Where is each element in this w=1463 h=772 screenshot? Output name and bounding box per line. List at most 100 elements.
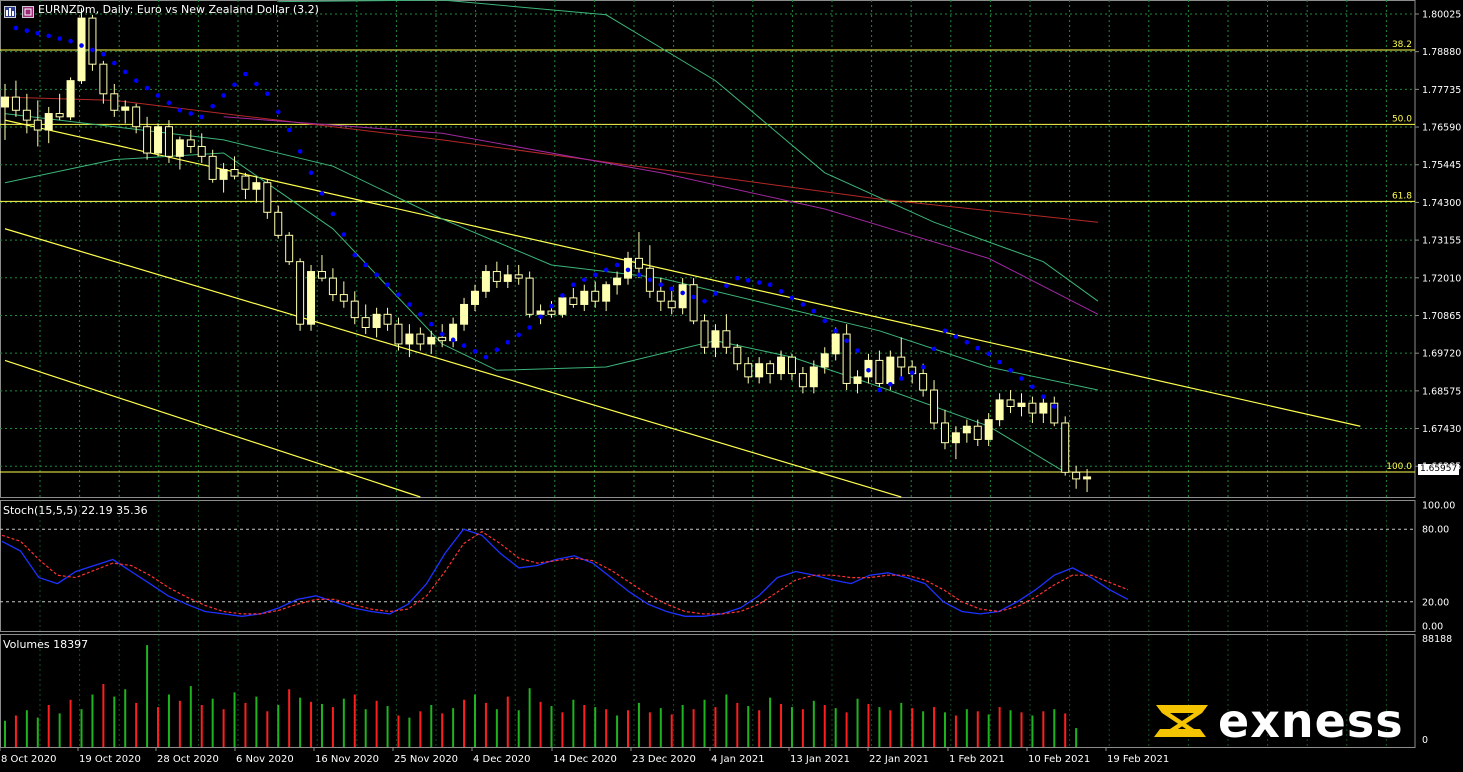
- exness-logo: exness: [1150, 698, 1404, 744]
- candle-body: [558, 297, 567, 315]
- time-tick-label: 19 Oct 2020: [79, 754, 141, 765]
- sar-dot: [997, 359, 1002, 365]
- sar-dot: [953, 334, 959, 339]
- candle-body: [11, 96, 20, 111]
- moving-average-line: [223, 116, 1099, 315]
- chart-restore-icon[interactable]: [22, 3, 34, 18]
- panel-frame: [0, 500, 1416, 632]
- sar-dot: [24, 28, 30, 33]
- candle-body: [1072, 471, 1081, 480]
- candle-body: [361, 317, 370, 328]
- sar-dot: [308, 170, 314, 176]
- candle-body: [416, 333, 425, 345]
- candle-body: [110, 93, 119, 111]
- candle-body: [121, 106, 130, 111]
- candle-body: [186, 139, 195, 147]
- sar-dot: [297, 149, 303, 154]
- stochastic-panel: [0, 528, 1415, 617]
- candle-body: [143, 126, 152, 154]
- sar-dot: [549, 303, 554, 309]
- candle-body: [995, 399, 1004, 421]
- sar-dot: [745, 278, 751, 283]
- candlesticks: [1, 8, 1092, 493]
- candle-body: [809, 366, 818, 388]
- sar-dot: [877, 387, 882, 393]
- panel-frame: [0, 0, 1416, 498]
- sar-dot: [243, 71, 248, 77]
- candle-body: [744, 363, 753, 378]
- chart-window-icon[interactable]: [4, 3, 16, 18]
- sar-dot: [144, 85, 150, 91]
- sar-dot: [232, 82, 237, 88]
- sar-dot: [581, 277, 587, 283]
- time-tick-label: 10 Feb 2021: [1028, 754, 1090, 765]
- candle-body: [711, 330, 720, 348]
- candle-body: [1050, 402, 1059, 424]
- volume-tick-label: 0: [1422, 735, 1428, 746]
- candle-body: [252, 182, 261, 190]
- candle-body: [263, 182, 272, 213]
- candle-body: [940, 422, 949, 444]
- sar-dot: [385, 282, 390, 288]
- candle-body: [984, 419, 993, 440]
- candle-body: [525, 277, 534, 315]
- candle-body: [77, 17, 86, 82]
- candle-body: [350, 300, 359, 319]
- candle-body: [164, 126, 173, 157]
- sar-dot: [560, 293, 565, 298]
- trend-line: [4, 119, 1361, 427]
- sar-dot: [975, 345, 981, 351]
- candle-body: [787, 356, 796, 375]
- sar-dot: [844, 338, 849, 343]
- sar-dot: [396, 292, 401, 297]
- candle-body: [733, 346, 742, 365]
- candle-body: [656, 290, 665, 302]
- price-tick-label: 1.77735: [1422, 85, 1461, 96]
- sar-dot: [407, 302, 412, 307]
- current-price-tag: 1.65957: [1418, 464, 1460, 475]
- fib-level-label: 61.8: [1392, 191, 1412, 201]
- sar-dot: [68, 38, 73, 44]
- candle-body: [514, 274, 523, 279]
- sar-dot: [450, 337, 456, 343]
- sar-dot: [1019, 376, 1024, 381]
- candle-body: [175, 139, 184, 157]
- candle-body: [569, 297, 578, 305]
- candle-body: [1006, 399, 1015, 407]
- sar-dot: [177, 107, 183, 113]
- panel-frame: [0, 634, 1416, 748]
- sar-dot: [658, 282, 664, 288]
- fibonacci-levels[interactable]: 38.2 50.0 61.8 100.0: [0, 40, 1415, 473]
- sar-dot: [789, 295, 795, 301]
- sar-dot: [800, 302, 806, 307]
- candle-body: [831, 333, 840, 355]
- candle-body: [285, 234, 294, 263]
- candle-body: [919, 373, 928, 391]
- candle-body: [492, 271, 501, 282]
- moving-average-line: [278, 0, 1099, 302]
- time-tick-label: 4 Jan 2021: [711, 754, 765, 765]
- sar-dot: [483, 354, 489, 360]
- sar-dot: [855, 348, 860, 353]
- candle-body: [897, 356, 906, 368]
- candle-body: [296, 261, 305, 325]
- candle-body: [1061, 422, 1070, 473]
- trend-line: [4, 359, 421, 498]
- stoch-tick-label: 100.00: [1422, 501, 1455, 512]
- price-tick-label: 1.73155: [1422, 236, 1461, 247]
- candle-body: [1028, 402, 1037, 414]
- sar-dot: [46, 33, 52, 39]
- candle-body: [886, 356, 895, 384]
- candle-body: [722, 330, 731, 348]
- trend-line: [4, 228, 902, 498]
- price-tick-label: 1.69720: [1422, 349, 1461, 360]
- sar-dot: [133, 78, 139, 83]
- sar-dot: [418, 312, 423, 317]
- candle-body: [317, 271, 326, 279]
- sar-dot: [166, 100, 172, 106]
- candle-body: [241, 175, 250, 190]
- sar-dot: [822, 318, 828, 324]
- price-tick-label: 1.74300: [1422, 198, 1461, 209]
